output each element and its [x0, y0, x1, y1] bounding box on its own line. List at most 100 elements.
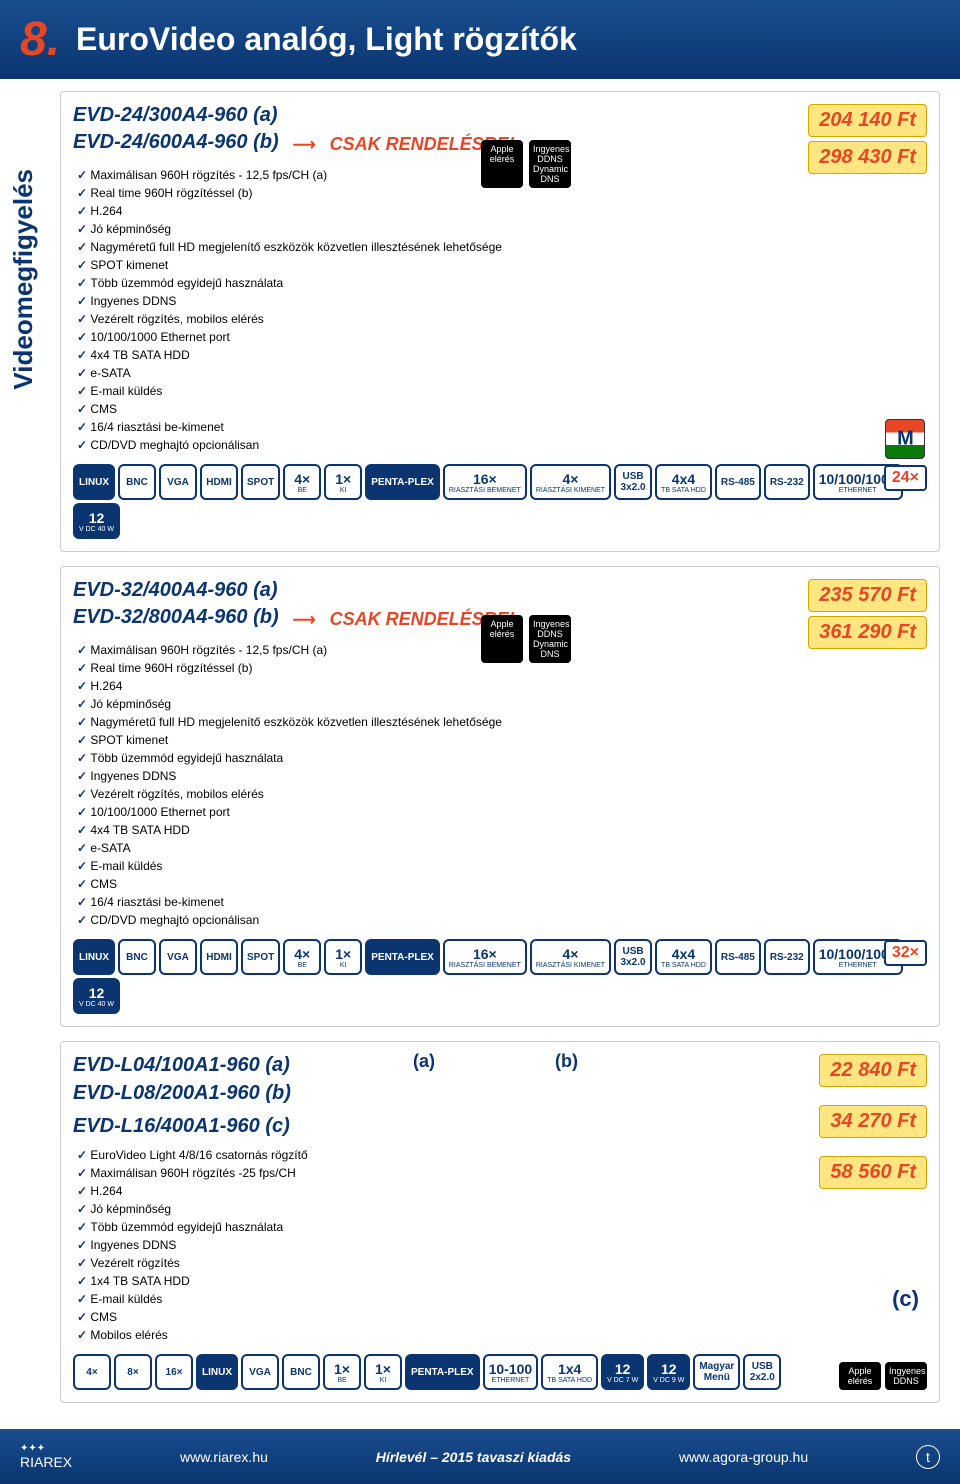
feature-item: CMS	[77, 400, 927, 418]
spec-icon: 1×KI	[324, 464, 362, 500]
footer-right[interactable]: www.agora-group.hu	[679, 1449, 808, 1465]
spec-icon: MagyarMenü	[693, 1354, 740, 1390]
product-title-3b: EVD-L08/200A1-960 (b)	[73, 1082, 927, 1105]
features-list-3: EuroVideo Light 4/8/16 csatornás rögzítő…	[73, 1146, 927, 1344]
sidebar-label: Videomegfigyelés	[8, 169, 39, 390]
spec-icon: 12V DC 40 W	[73, 503, 120, 539]
arrow-icon: ⟶	[293, 135, 316, 155]
product-block-2: EVD-32/400A4-960 (a) EVD-32/800A4-960 (b…	[60, 566, 940, 1027]
side-badges-2: 32×	[884, 940, 927, 966]
feature-item: Több üzemmód egyidejű használata	[77, 274, 927, 292]
feature-item: Több üzemmód egyidejű használata	[77, 1218, 927, 1236]
side-badges-1: 24×	[884, 419, 927, 491]
spec-icon: HDMI	[200, 939, 238, 975]
icon-row-2: LINUXBNCVGAHDMISPOT4×BE1×KIPENTA-PLEX16×…	[73, 939, 927, 1014]
feature-item: Maximálisan 960H rögzítés -25 fps/CH	[77, 1164, 927, 1182]
feature-item: E-mail küldés	[77, 1290, 927, 1308]
feature-item: Vezérelt rögzítés, mobilos elérés	[77, 785, 927, 803]
spec-icon: 4x4TB SATA HDD	[655, 939, 712, 975]
spec-icon: PENTA-PLEX	[365, 939, 440, 975]
spec-icon: USB3x2.0	[614, 939, 652, 975]
page-title: EuroVideo analóg, Light rögzítők	[76, 21, 577, 58]
page-header: 8. EuroVideo analóg, Light rögzítők	[0, 0, 960, 79]
spec-icon: VGA	[241, 1354, 279, 1390]
product-title-1b: EVD-24/600A4-960 (b)	[73, 131, 279, 154]
spec-icon: 12V DC 7 W	[601, 1354, 644, 1390]
price-box-3: 22 840 Ft 34 270 Ft 58 560 Ft	[819, 1054, 927, 1189]
spec-icon: VGA	[159, 939, 197, 975]
spec-icon: SPOT	[241, 464, 280, 500]
footer-logo: ✦✦✦ RIAREX	[20, 1443, 72, 1470]
feature-item: Jó képminőség	[77, 1200, 927, 1218]
price-3b: 34 270 Ft	[819, 1105, 927, 1138]
spec-icon: 4×RIASZTÁSI KIMENET	[530, 464, 611, 500]
feature-item: 16/4 riasztási be-kimenet	[77, 418, 927, 436]
feature-item: 10/100/1000 Ethernet port	[77, 803, 927, 821]
spec-icon: 8×	[114, 1354, 152, 1390]
spec-icon: 12V DC 9 W	[647, 1354, 690, 1390]
feature-item: 1x4 TB SATA HDD	[77, 1272, 927, 1290]
spec-icon: USB2x2.0	[743, 1354, 781, 1390]
spec-icon: RS-232	[764, 464, 810, 500]
spec-icon: 1×KI	[364, 1354, 402, 1390]
feature-item: H.264	[77, 1182, 927, 1200]
feature-item: CD/DVD meghajtó opcionálisan	[77, 436, 927, 454]
feature-item: E-mail küldés	[77, 382, 927, 400]
page-footer: ✦✦✦ RIAREX www.riarex.hu Hírlevél – 2015…	[0, 1429, 960, 1484]
icon-row-3: 4×8×16×LINUXVGABNC1×BE1×KIPENTA-PLEX10-1…	[73, 1354, 927, 1390]
spec-icon: 4×BE	[283, 939, 321, 975]
feature-item: CMS	[77, 875, 927, 893]
product-title-1a: EVD-24/300A4-960 (a)	[73, 104, 927, 127]
feature-item: H.264	[77, 202, 927, 220]
features-list-2: Maximálisan 960H rögzítés - 12,5 fps/CH …	[73, 641, 927, 929]
feature-item: 4x4 TB SATA HDD	[77, 821, 927, 839]
spec-icon: PENTA-PLEX	[405, 1354, 480, 1390]
ddns-badges-3: Apple elérés Ingyenes DDNS	[839, 1362, 927, 1390]
channels-32x: 32×	[884, 940, 927, 966]
spec-icon: HDMI	[200, 464, 238, 500]
ddns-badge: Ingyenes DDNS Dynamic DNS	[529, 615, 571, 663]
spec-icon: 16×RIASZTÁSI BEMENET	[443, 939, 527, 975]
spec-icon: RS-232	[764, 939, 810, 975]
channels-24x: 24×	[884, 465, 927, 491]
spec-icon: LINUX	[73, 464, 115, 500]
spec-icon: RS-485	[715, 464, 761, 500]
feature-item: e-SATA	[77, 839, 927, 857]
spec-icon: RS-485	[715, 939, 761, 975]
spec-icon: 16×RIASZTÁSI BEMENET	[443, 464, 527, 500]
apple-badge: Apple elérés	[481, 615, 523, 663]
ddns-badge: Ingyenes DDNS	[885, 1362, 927, 1390]
spec-icon: 4×RIASZTÁSI KIMENET	[530, 939, 611, 975]
product-title-2b: EVD-32/800A4-960 (b)	[73, 606, 279, 629]
feature-item: Több üzemmód egyidejű használata	[77, 749, 927, 767]
footer-icon: t	[916, 1445, 940, 1469]
spec-icon: 12V DC 40 W	[73, 978, 120, 1014]
spec-icon: 1×BE	[323, 1354, 361, 1390]
product-block-3: EVD-L04/100A1-960 (a) (a) (b) EVD-L08/20…	[60, 1041, 940, 1403]
footer-left[interactable]: www.riarex.hu	[180, 1449, 268, 1465]
label-b: (b)	[555, 1051, 578, 1072]
footer-center: Hírlevél – 2015 tavaszi kiadás	[376, 1449, 571, 1465]
price-1b: 298 430 Ft	[808, 141, 927, 174]
feature-item: EuroVideo Light 4/8/16 csatornás rögzítő	[77, 1146, 927, 1164]
magyar-menu-icon	[885, 419, 925, 459]
feature-item: 4x4 TB SATA HDD	[77, 346, 927, 364]
spec-icon: 4x4TB SATA HDD	[655, 464, 712, 500]
feature-item: Ingyenes DDNS	[77, 292, 927, 310]
feature-item: H.264	[77, 677, 927, 695]
apple-badge: Apple elérés	[839, 1362, 881, 1390]
price-3a: 22 840 Ft	[819, 1054, 927, 1087]
ddns-badges-1: Apple elérés Ingyenes DDNS Dynamic DNS	[481, 140, 571, 188]
spec-icon: LINUX	[196, 1354, 238, 1390]
price-2b: 361 290 Ft	[808, 616, 927, 649]
spec-icon: LINUX	[73, 939, 115, 975]
feature-item: CD/DVD meghajtó opcionálisan	[77, 911, 927, 929]
footer-logo-text: RIAREX	[20, 1454, 72, 1470]
apple-badge: Apple elérés	[481, 140, 523, 188]
feature-item: E-mail küldés	[77, 857, 927, 875]
spec-icon: BNC	[118, 939, 156, 975]
spec-icon: 1×KI	[324, 939, 362, 975]
price-box-2: 235 570 Ft 361 290 Ft	[808, 579, 927, 649]
feature-item: Vezérelt rögzítés	[77, 1254, 927, 1272]
price-3c: 58 560 Ft	[819, 1156, 927, 1189]
